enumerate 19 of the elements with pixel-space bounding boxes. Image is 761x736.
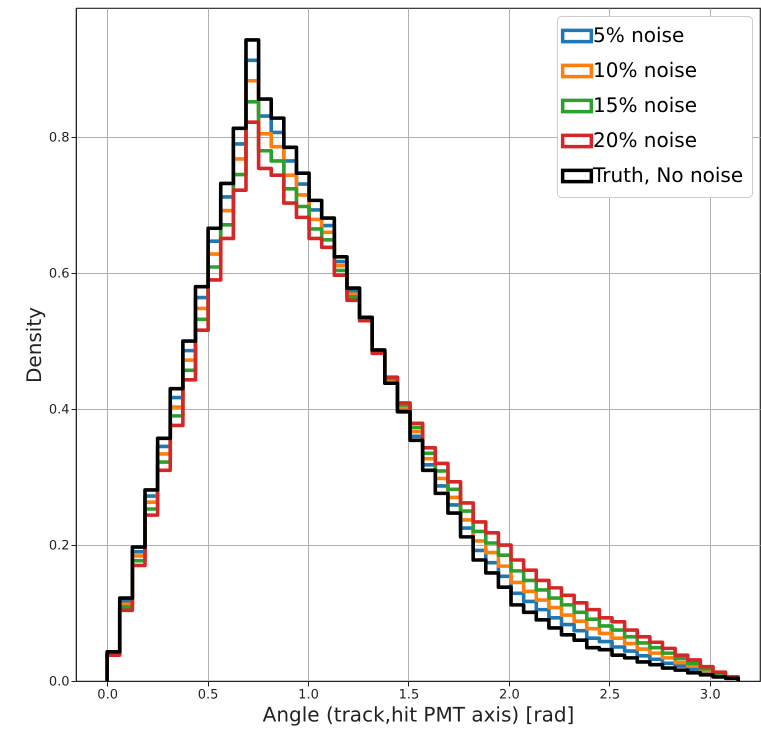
legend-label: 15% noise <box>593 93 698 117</box>
legend-label: 10% noise <box>593 58 698 82</box>
x-tick-label: 0.0 <box>97 688 118 702</box>
y-tick-label: 0.8 <box>48 130 70 146</box>
x-tick-label: 3.0 <box>700 688 721 702</box>
x-tick-label: 2.5 <box>599 688 620 702</box>
legend-label: Truth, No noise <box>592 163 744 187</box>
x-tick-label: 2.0 <box>499 688 520 702</box>
legend-label: 5% noise <box>593 23 684 47</box>
y-axis-title: Density <box>22 306 46 384</box>
x-tick-label: 1.5 <box>398 688 420 702</box>
y-tick-label: 0.4 <box>48 402 70 418</box>
legend-label: 20% noise <box>593 128 698 152</box>
x-axis-title: Angle (track,hit PMT axis) [rad] <box>262 702 574 726</box>
y-tick-label: 0.2 <box>48 538 70 554</box>
x-tick-label: 1.0 <box>298 688 319 702</box>
y-tick-label: 0.0 <box>48 674 70 690</box>
x-tick-label: 0.5 <box>198 688 218 702</box>
y-tick-label: 0.6 <box>48 266 70 282</box>
